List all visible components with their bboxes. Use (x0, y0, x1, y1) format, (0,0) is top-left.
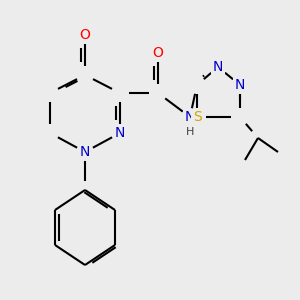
Text: N: N (80, 145, 90, 159)
Text: O: O (153, 46, 164, 60)
Text: N: N (213, 60, 223, 74)
Text: N: N (185, 110, 195, 124)
Text: H: H (186, 127, 194, 137)
Text: O: O (80, 28, 90, 42)
Text: S: S (193, 110, 201, 124)
Text: N: N (115, 126, 125, 140)
Text: N: N (235, 78, 245, 92)
